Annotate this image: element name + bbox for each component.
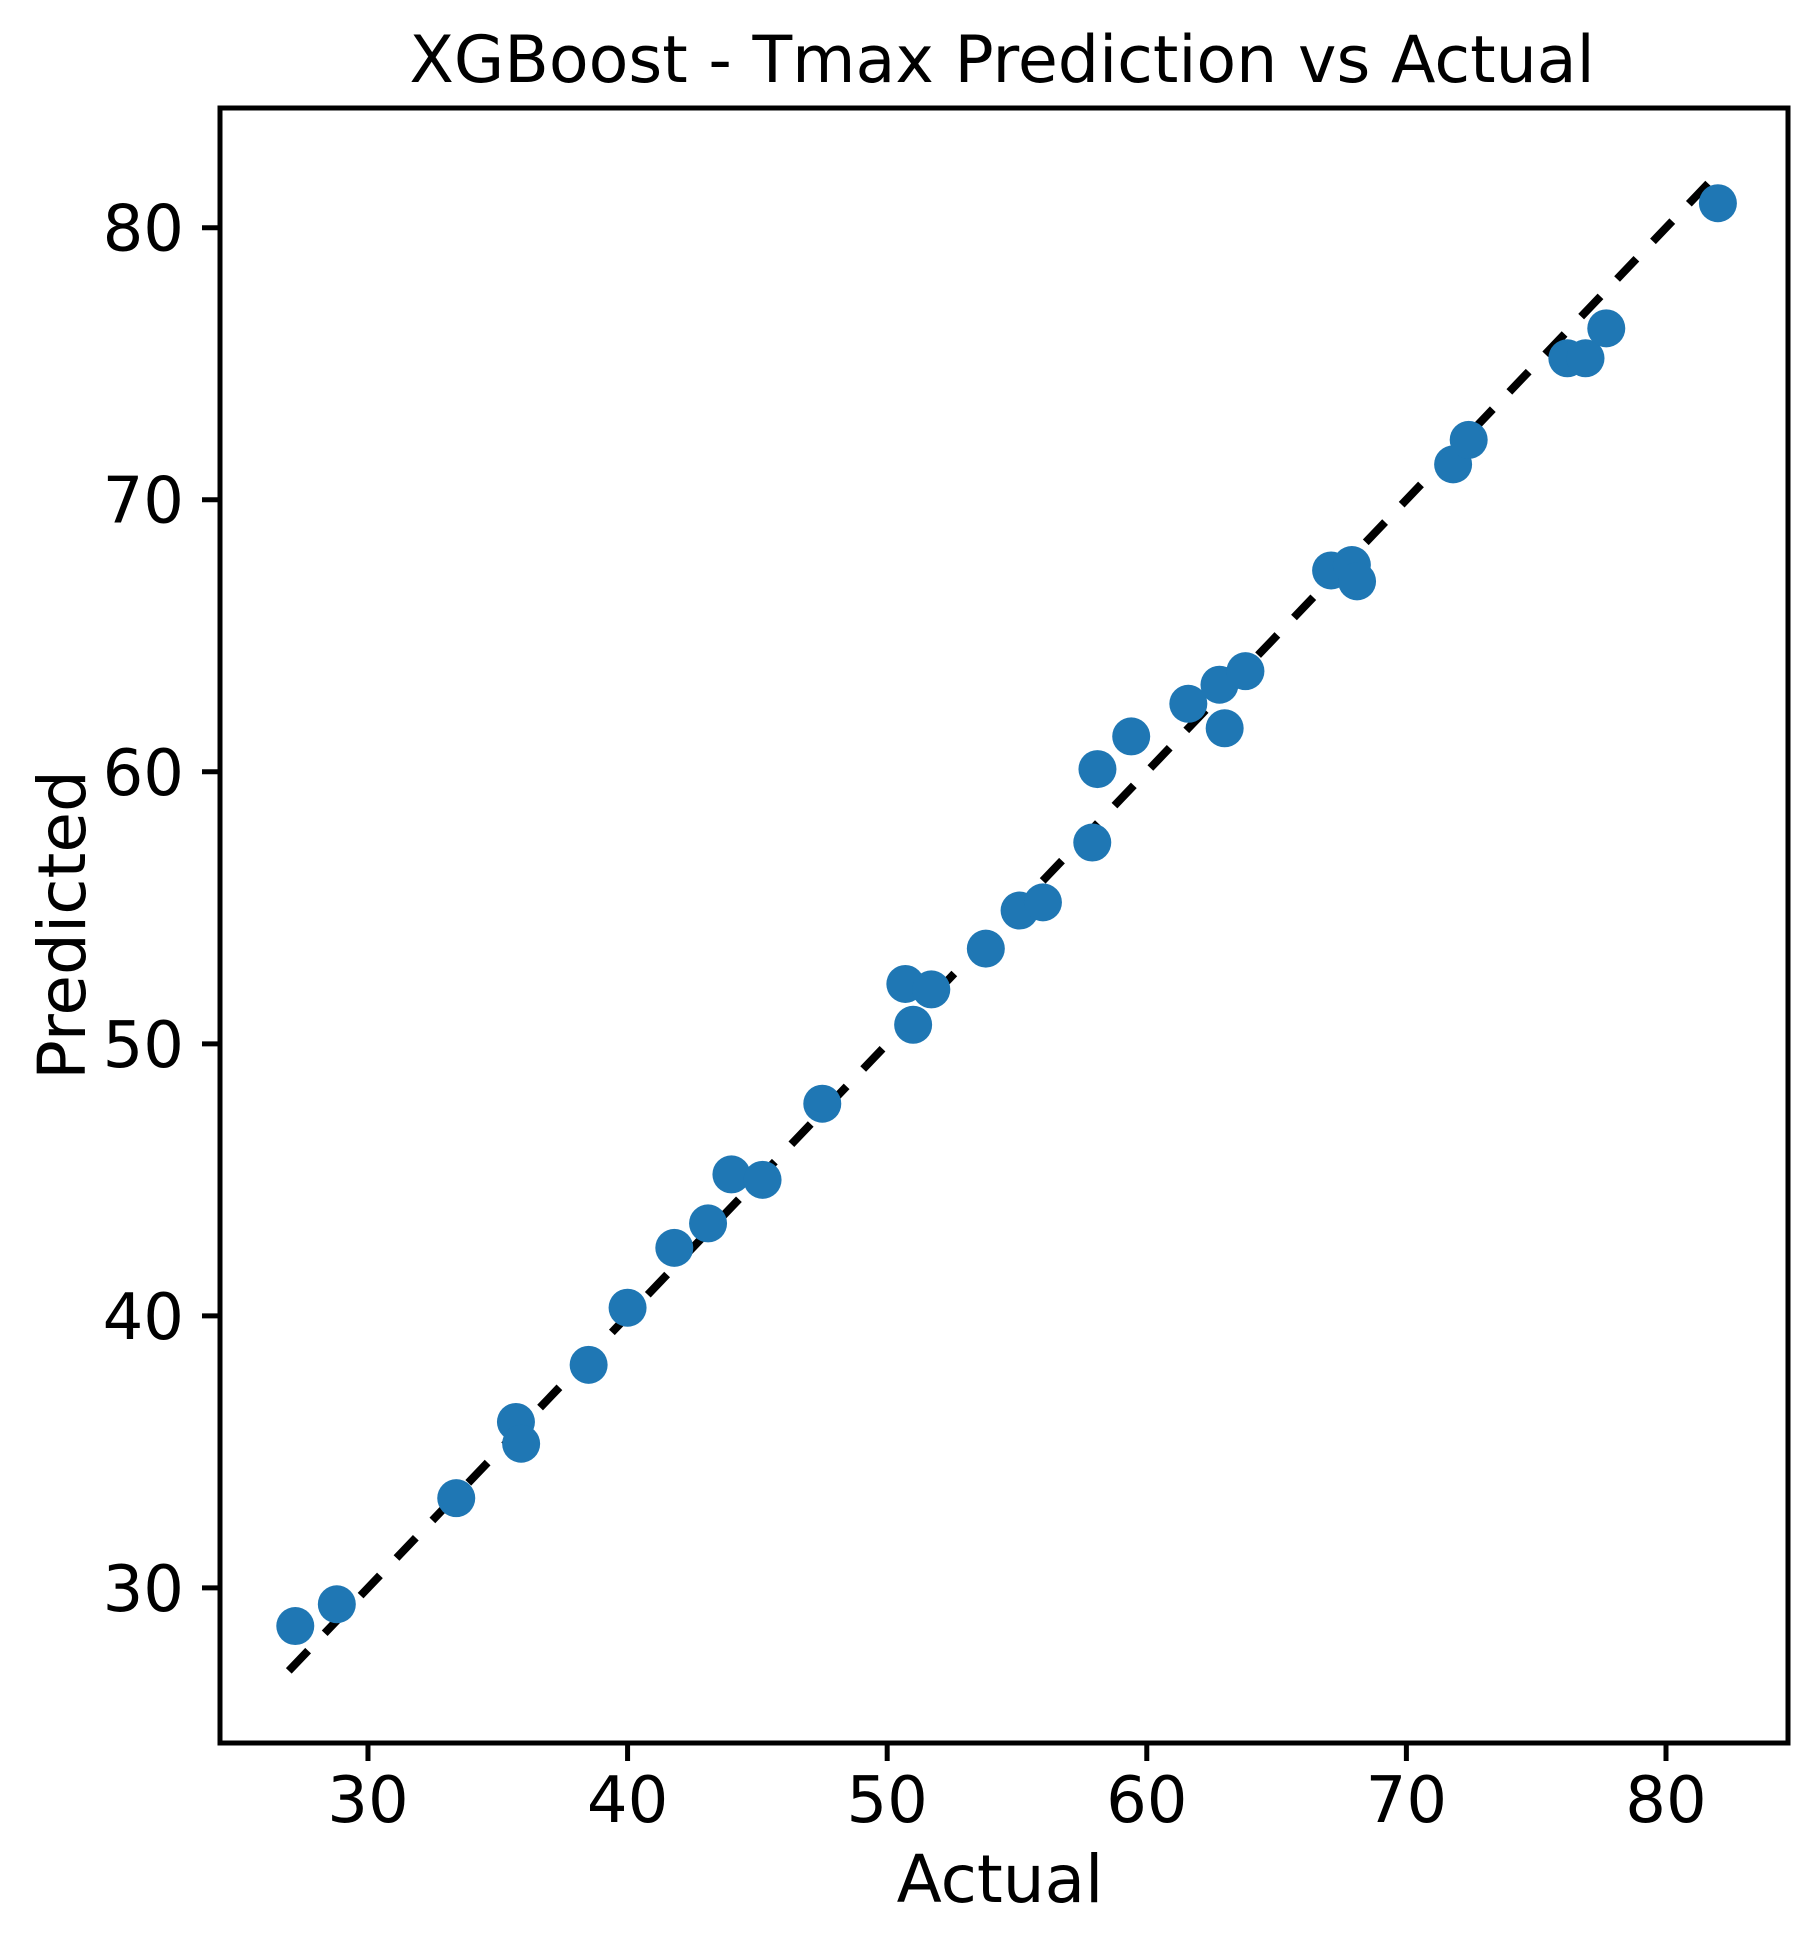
data-point xyxy=(1587,309,1626,348)
data-point xyxy=(1023,883,1062,922)
data-point xyxy=(743,1160,782,1199)
data-point xyxy=(1449,420,1488,459)
x-axis-ticks: 30 40 50 60 70 80 xyxy=(327,1743,1707,1838)
chart-title: XGBoost - Tmax Prediction vs Actual xyxy=(409,23,1594,98)
data-point xyxy=(1566,339,1605,378)
x-axis-label: Actual xyxy=(897,1841,1104,1918)
y-tick-label: 40 xyxy=(103,1281,184,1355)
data-point xyxy=(1112,717,1151,756)
x-tick-label: 60 xyxy=(1106,1764,1187,1838)
y-axis-ticks: 30 40 50 60 70 80 xyxy=(103,193,220,1627)
x-tick-label: 30 xyxy=(327,1764,408,1838)
identity-line xyxy=(285,178,1714,1674)
y-tick-label: 50 xyxy=(103,1009,184,1083)
data-point xyxy=(317,1585,356,1624)
data-point xyxy=(803,1084,842,1123)
data-point xyxy=(912,970,951,1009)
data-point xyxy=(1338,562,1377,601)
data-point xyxy=(712,1155,751,1194)
data-point xyxy=(689,1204,728,1243)
data-point xyxy=(894,1005,933,1044)
plot-border xyxy=(217,105,1791,1746)
data-point xyxy=(437,1479,476,1518)
data-point xyxy=(276,1607,315,1646)
data-point xyxy=(966,929,1005,968)
scatter-points xyxy=(276,184,1737,1646)
data-point xyxy=(502,1424,541,1463)
y-tick-label: 70 xyxy=(103,465,184,539)
y-tick-label: 80 xyxy=(103,193,184,267)
data-point xyxy=(1226,652,1265,691)
y-tick-label: 30 xyxy=(103,1553,184,1627)
data-point xyxy=(655,1228,694,1267)
data-point xyxy=(1169,684,1208,723)
data-point xyxy=(1698,184,1737,223)
data-point xyxy=(608,1288,647,1327)
y-axis-label: Predicted xyxy=(24,770,101,1080)
data-point xyxy=(1078,750,1117,789)
y-tick-label: 60 xyxy=(103,737,184,811)
x-tick-label: 50 xyxy=(846,1764,927,1838)
x-tick-label: 40 xyxy=(587,1764,668,1838)
data-point xyxy=(1073,823,1112,862)
data-point xyxy=(1205,709,1244,748)
x-tick-label: 80 xyxy=(1625,1764,1706,1838)
data-point xyxy=(569,1345,608,1384)
x-tick-label: 70 xyxy=(1366,1764,1447,1838)
